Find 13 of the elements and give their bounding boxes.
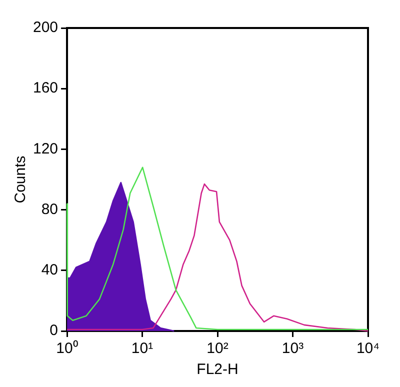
x-tick-label: 10¹ (131, 340, 154, 358)
x-tick-label: 10⁴ (356, 340, 380, 358)
y-tick-label: 160 (32, 80, 58, 97)
y-tick-label: 80 (41, 200, 58, 218)
x-tick-label: 10⁰ (56, 340, 78, 358)
y-tick-label: 40 (41, 262, 58, 279)
y-tick-label: 0 (50, 322, 58, 340)
x-tick-label: 10² (206, 340, 228, 358)
y-axis-title: Counts (12, 156, 30, 204)
y-tick-label: 120 (32, 140, 58, 158)
x-tick-label: 10³ (282, 340, 304, 358)
x-axis-title: FL2-H (196, 361, 238, 378)
y-tick-label: 200 (32, 19, 58, 36)
